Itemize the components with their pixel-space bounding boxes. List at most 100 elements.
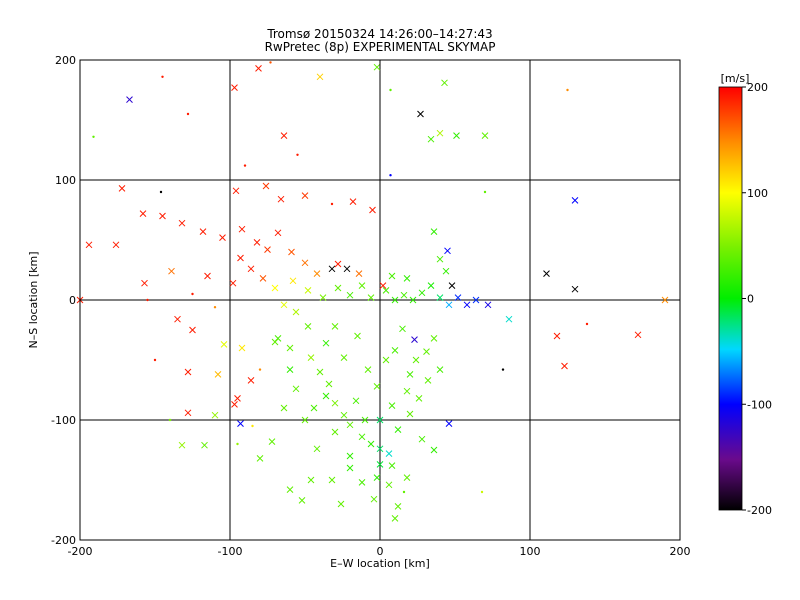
data-point-cross [271, 338, 279, 346]
data-point-cross [337, 500, 345, 508]
data-point-dot [402, 490, 406, 494]
data-point-cross [409, 296, 417, 304]
data-point-cross [232, 187, 240, 195]
data-point-cross [141, 279, 148, 287]
data-point-cross [231, 84, 238, 91]
data-point-cross [189, 326, 196, 334]
data-point-cross [229, 279, 237, 287]
data-point-cross [139, 210, 147, 217]
data-point-cross [264, 246, 271, 253]
data-point-cross [406, 371, 414, 378]
x-tick-label: -100 [218, 545, 243, 558]
y-axis-label: N–S location [km] [27, 251, 40, 348]
data-point-cross [385, 450, 393, 457]
data-point-cross [418, 435, 426, 443]
data-point-cross [288, 248, 295, 256]
data-points [76, 61, 669, 522]
x-tick-label: 100 [520, 545, 541, 558]
data-point-cross [262, 182, 270, 190]
data-point-cross [388, 462, 396, 469]
data-point-cross [247, 377, 255, 384]
data-point-cross [373, 383, 381, 390]
data-point-cross [382, 287, 390, 294]
data-point-cross [201, 441, 208, 449]
data-point-cross [238, 344, 246, 352]
data-point-cross [328, 265, 336, 273]
data-point-cross [319, 294, 327, 301]
data-point-cross [352, 397, 360, 405]
data-point-cross [178, 441, 186, 449]
data-point-dot [146, 298, 149, 302]
y-tick-label: 0 [69, 294, 76, 307]
data-point-cross [385, 481, 393, 489]
data-point-cross [178, 219, 186, 227]
data-point-cross [358, 479, 366, 486]
data-point-cross [310, 404, 318, 412]
data-point-cross [322, 339, 330, 347]
data-point-cross [376, 416, 384, 424]
data-point-cross [271, 284, 279, 292]
data-point-cross [234, 395, 241, 402]
data-point-cross [430, 228, 438, 235]
data-point-cross [204, 272, 211, 280]
data-point-cross [118, 185, 126, 192]
data-point-cross [454, 294, 462, 301]
colorbar-tick-label: 0 [747, 293, 754, 306]
data-point-cross [445, 301, 453, 309]
data-point-cross [553, 332, 561, 340]
data-point-cross [403, 387, 411, 395]
data-point-cross [253, 239, 261, 246]
data-point-dot [186, 112, 190, 116]
data-point-cross [256, 455, 264, 462]
data-point-dot [92, 135, 95, 138]
data-point-cross [286, 486, 294, 493]
data-point-cross [373, 63, 381, 71]
data-point-cross [423, 348, 430, 355]
data-point-cross [367, 440, 375, 448]
data-point-cross [331, 323, 339, 330]
data-point-cross [301, 192, 309, 199]
data-point-cross [322, 392, 330, 400]
data-point-cross [340, 354, 348, 361]
data-point-cross [571, 285, 579, 293]
x-axis-label: E–W location [km] [330, 557, 430, 570]
data-point-cross [112, 241, 120, 249]
data-point-cross [354, 332, 361, 340]
data-point-dot [483, 190, 487, 194]
data-point-cross [463, 301, 471, 309]
data-point-dot [236, 442, 239, 446]
data-point-cross [561, 362, 568, 370]
data-point-cross [159, 212, 166, 220]
data-point-cross [406, 410, 414, 418]
chart-subtitle: RwPretec (8p) EXPERIMENTAL SKYMAP [265, 40, 496, 54]
data-point-cross [280, 404, 288, 412]
colorbar-tick-label: 100 [747, 187, 768, 200]
data-point-cross [400, 291, 408, 299]
data-point-cross [379, 282, 387, 289]
data-point-cross [403, 275, 411, 282]
data-point-cross [391, 515, 399, 522]
data-point-cross [388, 272, 396, 280]
y-tick-label: -100 [51, 414, 76, 427]
data-point-cross [313, 270, 321, 277]
data-point-cross [427, 135, 435, 143]
data-point-cross [346, 452, 354, 460]
data-point-cross [453, 132, 460, 139]
data-point-cross [184, 409, 192, 417]
data-point-cross [346, 464, 354, 472]
data-point-cross [211, 411, 219, 419]
data-point-dot [161, 75, 164, 79]
data-point-cross [358, 282, 366, 289]
data-point-cross [417, 110, 424, 118]
data-point-cross [298, 497, 306, 504]
data-point-cross [334, 284, 342, 292]
data-point-dot [501, 368, 505, 371]
data-point-cross [369, 206, 376, 214]
data-point-cross [571, 197, 579, 204]
data-point-cross [399, 325, 406, 333]
data-point-cross [292, 308, 300, 316]
data-point-cross [331, 399, 339, 407]
data-point-dot [585, 322, 589, 326]
data-point-cross [436, 129, 444, 137]
